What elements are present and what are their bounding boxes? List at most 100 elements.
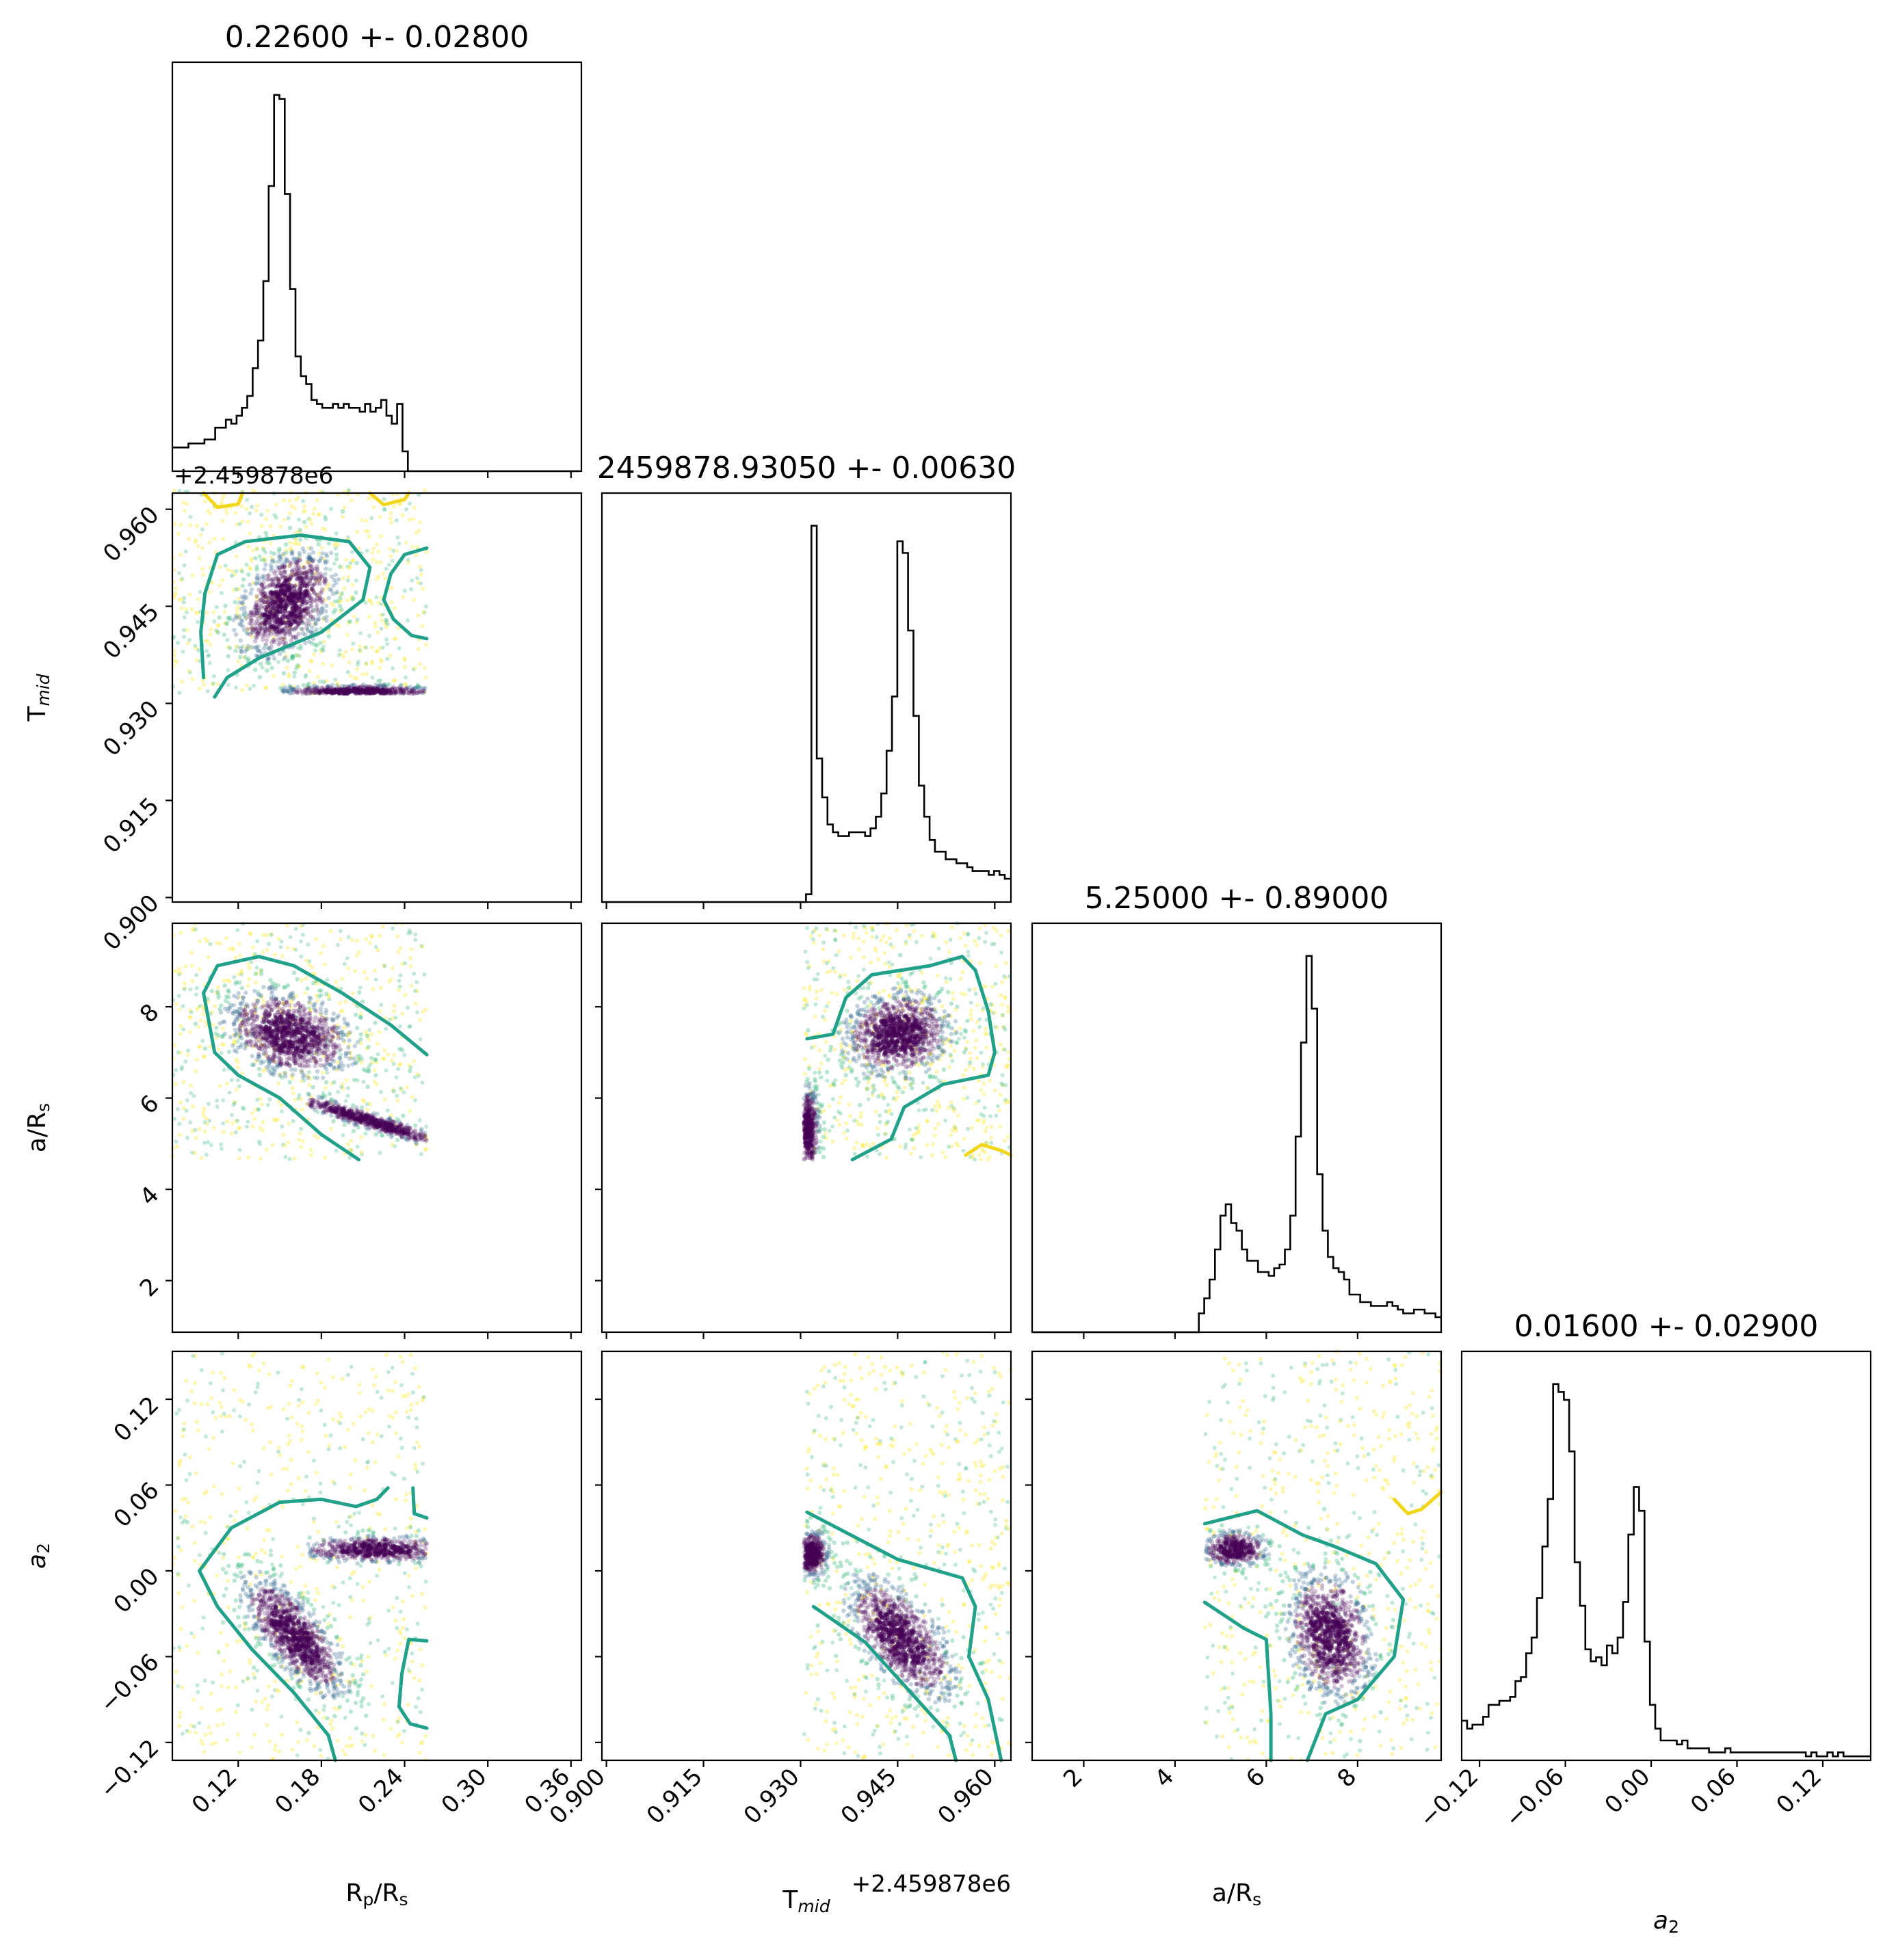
scatter-point <box>306 545 311 550</box>
scatter-point <box>281 553 286 557</box>
scatter-point <box>207 661 212 665</box>
scatter-point <box>315 1075 319 1081</box>
scatter-point <box>346 1120 351 1125</box>
scatter-point <box>404 507 408 512</box>
scatter-point <box>205 648 209 653</box>
scatter-point <box>398 1086 403 1091</box>
scatter-point <box>256 1066 262 1072</box>
scatter-point <box>1001 1013 1005 1018</box>
scatter-point <box>932 1133 937 1138</box>
scatter-point <box>412 505 417 510</box>
scatter-point <box>375 1042 380 1046</box>
scatter-point <box>414 553 419 557</box>
scatter-point <box>257 1141 262 1146</box>
scatter-point <box>402 1052 407 1057</box>
scatter-point <box>278 944 283 949</box>
scatter-point <box>406 618 410 623</box>
scatter-point <box>196 1024 200 1029</box>
scatter-point <box>244 562 249 567</box>
scatter-point <box>297 551 302 555</box>
scatter-point <box>979 1050 984 1055</box>
scatter-point <box>376 678 381 683</box>
scatter-point <box>966 953 971 958</box>
scatter-point <box>378 560 383 565</box>
scatter-point <box>353 1060 358 1065</box>
scatter-point <box>302 549 306 555</box>
scatter-point <box>289 572 294 577</box>
scatter-point <box>240 688 245 693</box>
scatter-point <box>257 614 262 619</box>
scatter-point <box>200 566 205 571</box>
scatter-point <box>184 1109 189 1113</box>
scatter-point <box>319 951 323 955</box>
scatter-point <box>270 981 275 986</box>
scatter-point <box>336 683 341 687</box>
scatter-point <box>983 940 988 944</box>
scatter-point <box>240 644 245 649</box>
scatter-point <box>216 992 221 997</box>
scatter-point <box>308 1148 313 1152</box>
scatter-point <box>259 524 264 529</box>
scatter-point <box>393 606 397 611</box>
scatter-point <box>282 1052 288 1057</box>
scatter-point <box>198 533 203 537</box>
scatter-point <box>179 597 183 602</box>
scatter-point <box>396 950 401 954</box>
scatter-point <box>389 520 393 525</box>
scatter-point <box>280 1007 285 1011</box>
scatter-point <box>882 951 887 955</box>
scatter-point <box>237 522 242 527</box>
scatter-point <box>373 620 378 625</box>
scatter-point <box>307 691 312 696</box>
scatter-point <box>968 1050 973 1055</box>
scatter-point <box>179 553 183 557</box>
scatter-point <box>274 1065 280 1070</box>
scatter-point <box>223 563 228 568</box>
scatter-point <box>241 995 246 1000</box>
scatter-point <box>263 628 268 633</box>
scatter-point <box>811 930 815 935</box>
scatter-point <box>187 669 192 673</box>
scatter-point <box>360 1116 365 1121</box>
scatter-point <box>417 1118 422 1122</box>
scatter-point <box>848 1114 852 1118</box>
scatter-point <box>309 659 314 663</box>
scatter-point <box>252 989 257 994</box>
scatter-point <box>252 1062 256 1068</box>
scatter-point <box>318 1063 323 1068</box>
scatter-point <box>245 497 250 502</box>
scatter-point <box>230 1113 234 1117</box>
scatter-point <box>347 1038 352 1043</box>
scatter-point <box>384 625 389 630</box>
scatter-point <box>1005 1005 1010 1009</box>
scatter-point <box>933 1104 938 1109</box>
scatter-point <box>311 609 315 613</box>
scatter-point <box>943 1118 948 1123</box>
scatter-point <box>234 587 239 592</box>
scatter-point <box>265 574 270 579</box>
scatter-point <box>235 1065 240 1070</box>
scatter-point <box>315 1069 320 1074</box>
scatter-point <box>189 951 194 955</box>
scatter-point <box>275 605 280 610</box>
scatter-point <box>328 1126 333 1131</box>
scatter-point <box>323 560 328 566</box>
scatter-point <box>304 1059 308 1064</box>
scatter-point <box>328 1051 333 1057</box>
scatter-point <box>198 1018 203 1023</box>
scatter-point <box>300 932 305 937</box>
scatter-point <box>403 682 408 687</box>
scatter-point <box>337 1064 341 1069</box>
scatter-point <box>309 1048 314 1053</box>
scatter-point <box>306 942 311 947</box>
scatter-point <box>321 648 326 653</box>
scatter-point <box>304 1033 308 1039</box>
scatter-point <box>276 578 280 583</box>
scatter-point <box>300 564 305 568</box>
scatter-point <box>274 502 278 507</box>
scatter-point <box>389 1058 394 1063</box>
scatter-point <box>293 619 298 624</box>
scatter-point <box>405 1085 410 1089</box>
scatter-point <box>221 537 226 541</box>
scatter-point <box>182 987 187 992</box>
